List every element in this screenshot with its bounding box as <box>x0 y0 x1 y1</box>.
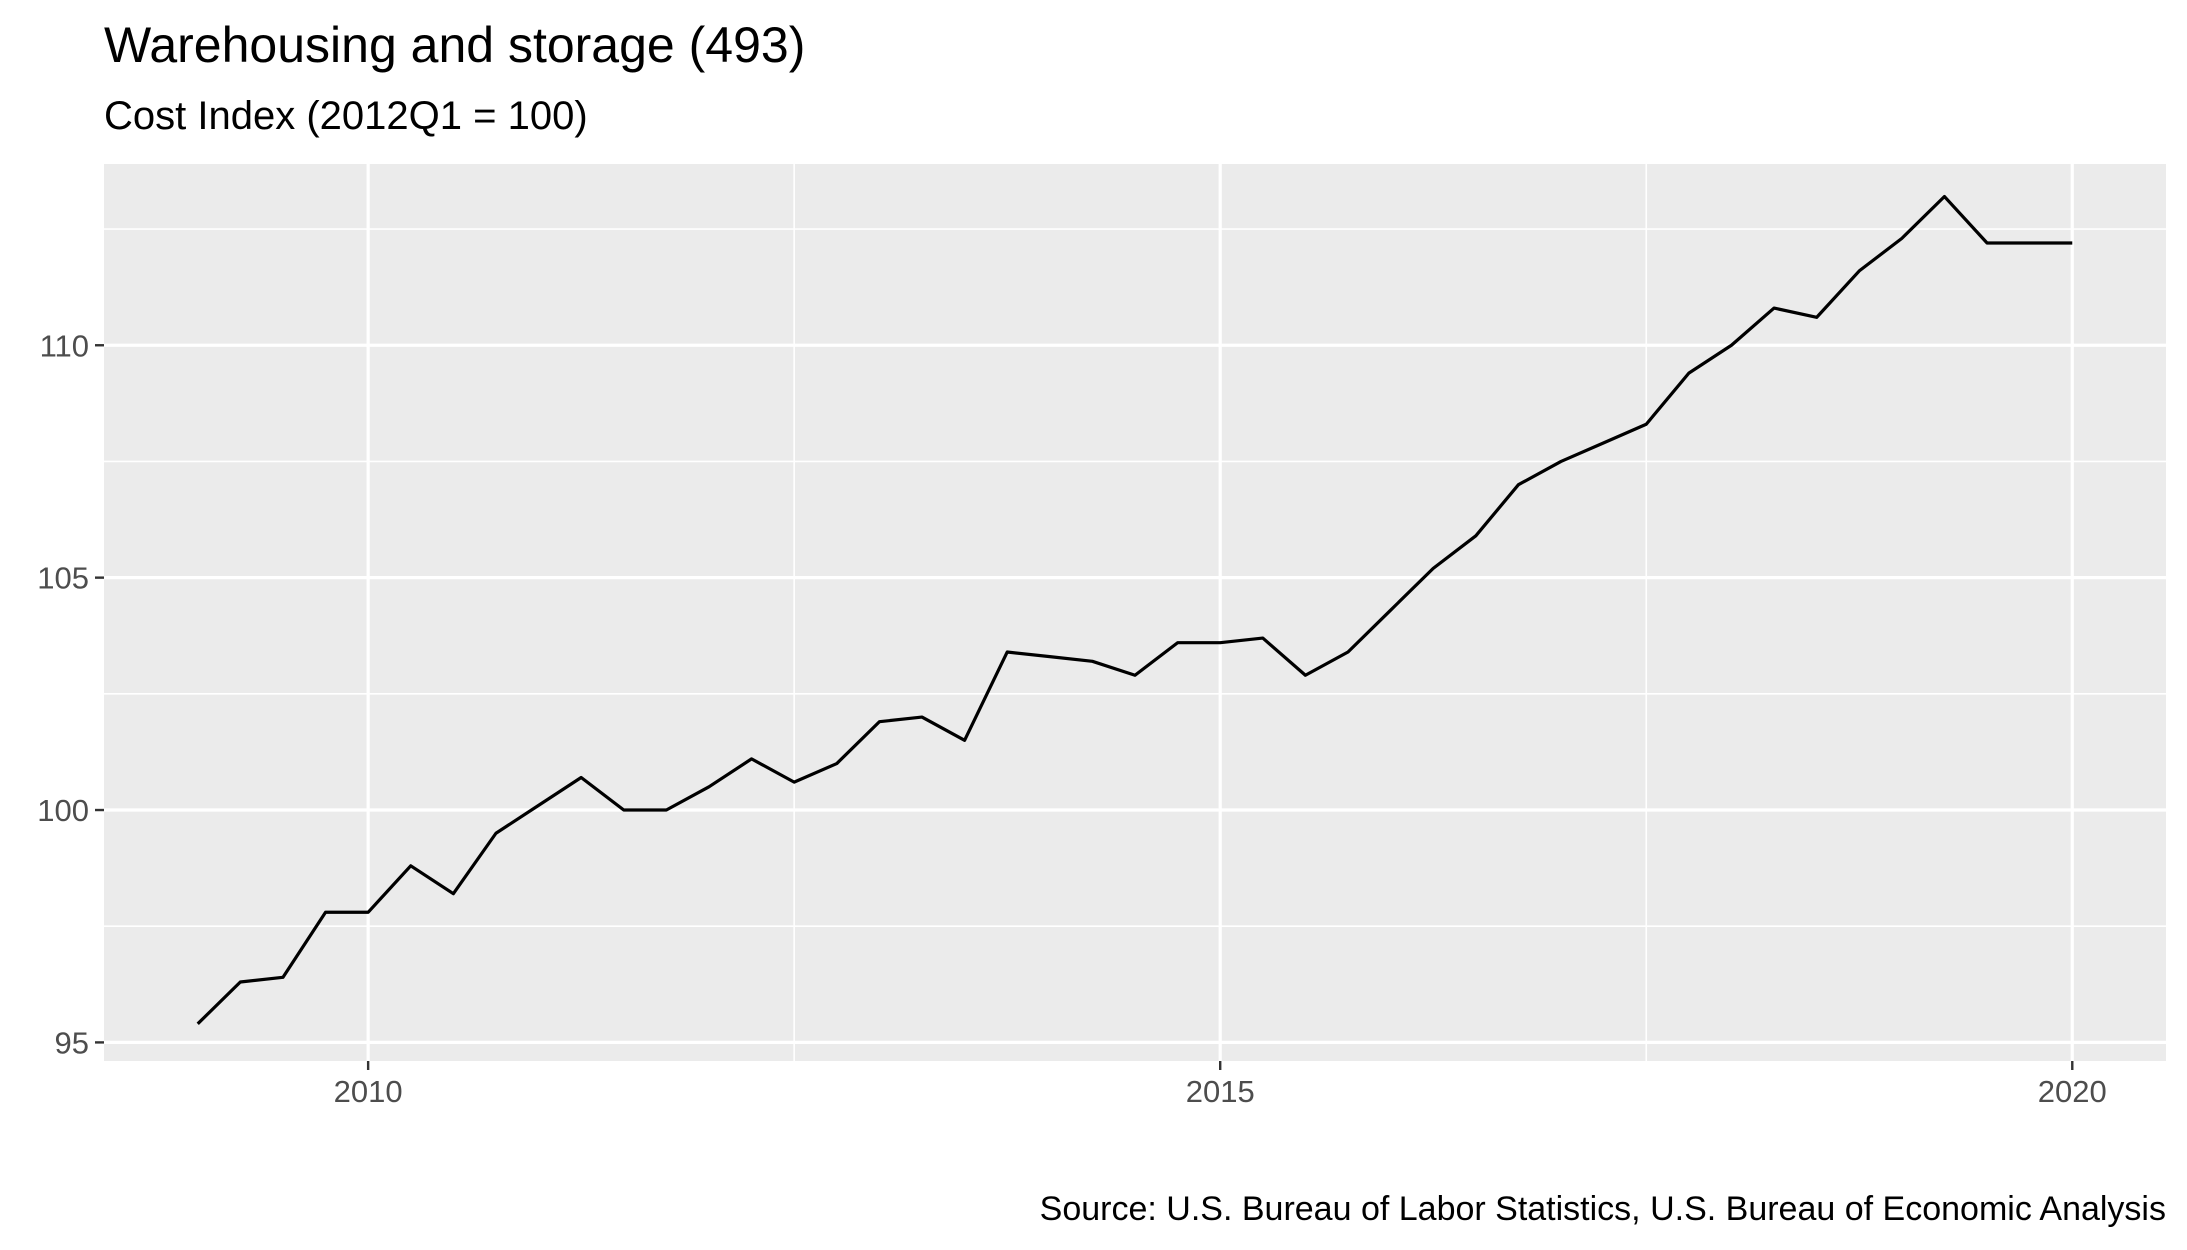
x-tick-label: 2020 <box>2038 1074 2107 1109</box>
chart-caption: Source: U.S. Bureau of Labor Statistics,… <box>1040 1190 2166 1228</box>
y-tick-label: 100 <box>37 793 89 828</box>
y-axis: 95 100 105 110 <box>37 328 104 1060</box>
chart-subtitle: Cost Index (2012Q1 = 100) <box>104 94 588 138</box>
x-tick-label: 2010 <box>334 1074 403 1109</box>
y-tick-label: 110 <box>40 328 89 363</box>
x-tick-label: 2015 <box>1186 1074 1255 1109</box>
chart-title: Warehousing and storage (493) <box>104 17 805 73</box>
y-tick-label: 95 <box>55 1025 89 1060</box>
y-tick-label: 105 <box>37 561 89 596</box>
x-axis: 2010 2015 2020 <box>334 1061 2107 1109</box>
series-line <box>196 194 2073 1025</box>
minor-gridlines <box>104 164 2166 1061</box>
